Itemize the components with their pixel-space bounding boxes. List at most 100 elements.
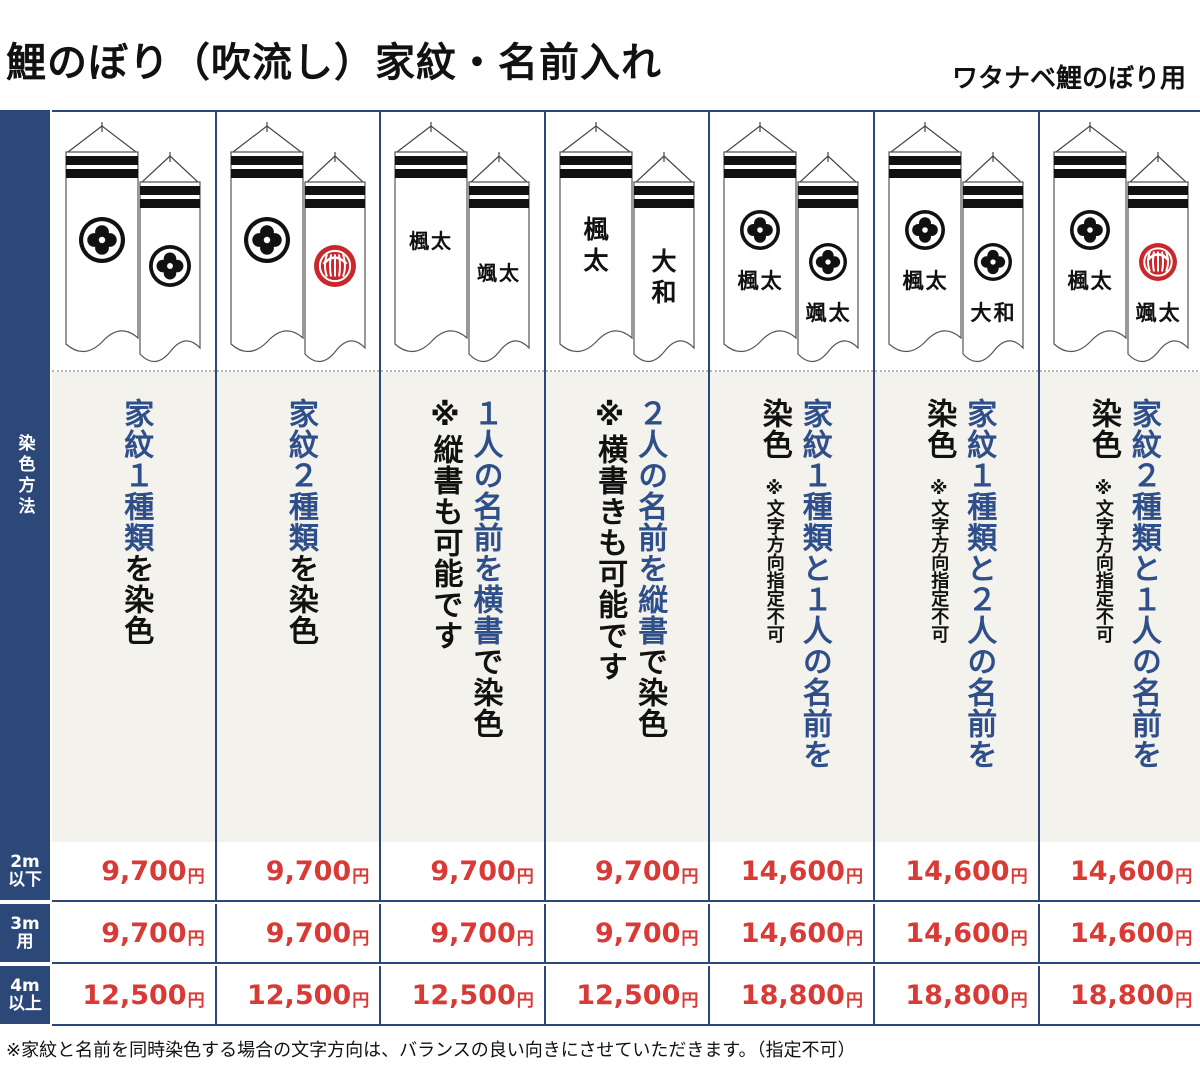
left-banner — [723, 122, 797, 353]
description-line-2: ※横書きも可能です — [591, 398, 627, 682]
svg-text:楓: 楓 — [1067, 268, 1089, 293]
price-cell: 18,800 円 — [875, 966, 1040, 1026]
left-name: 楓太 — [1067, 268, 1112, 293]
currency-unit: 円 — [845, 866, 863, 887]
left-name: 楓太 — [583, 215, 609, 275]
size-value: 2m — [10, 852, 40, 872]
description-segment: １人の名前を横書 — [467, 398, 503, 646]
currency-unit: 円 — [681, 990, 699, 1011]
description-segment: 染色 — [921, 398, 957, 460]
svg-text:太: 太 — [829, 300, 851, 325]
currency-unit: 円 — [187, 866, 205, 887]
price-cell: 18,800 円 — [1039, 966, 1200, 1026]
price-cell: 9,700 円 — [52, 904, 217, 964]
currency-unit: 円 — [187, 990, 205, 1011]
svg-text:楓: 楓 — [902, 268, 924, 293]
description-segment: ※横書きも可能です — [592, 398, 628, 682]
price-cell: 12,500 円 — [52, 966, 217, 1026]
size-value: 3m — [10, 914, 40, 934]
kamon-icon — [148, 244, 191, 287]
size-qualifier: 以下 — [8, 870, 42, 890]
kamon-icon — [78, 217, 125, 263]
price-value: 9,700 — [101, 855, 187, 887]
method-description: １人の名前を横書で染色 ※縦書も可能です — [381, 372, 544, 844]
svg-text:太: 太 — [761, 268, 783, 293]
option-column-1: 家紋１種類を染色 — [52, 110, 217, 844]
description-segment: 家紋１種類 — [118, 398, 154, 553]
svg-text:颯: 颯 — [1135, 300, 1156, 325]
size-qualifier: 用 — [16, 932, 34, 952]
price-value: 9,700 — [430, 855, 516, 887]
price-cell: 14,600 円 — [875, 904, 1040, 964]
currency-unit: 円 — [1010, 928, 1028, 949]
currency-unit: 円 — [681, 928, 699, 949]
price-cell: 9,700 円 — [52, 842, 217, 902]
right-name: 大和 — [970, 300, 1014, 325]
kamon-icon — [1138, 242, 1177, 281]
right-banner — [633, 152, 695, 363]
price-cell: 9,700 円 — [545, 904, 711, 964]
option-column-3: 楓太颯太 １人の名前を横書で染色 ※縦書も可能です — [381, 110, 546, 844]
right-name: 颯太 — [806, 300, 851, 325]
banner-illustration: 楓太颯太 — [1039, 112, 1200, 372]
price-value: 18,800 — [740, 979, 845, 1011]
footnote: ※家紋と名前を同時染色する場合の文字方向は、バランスの良い向きにさせていただきま… — [6, 1040, 856, 1061]
price-cell: 18,800 円 — [710, 966, 875, 1026]
description-line-1: 家紋１種類を染色 — [117, 398, 153, 646]
option-column-4: 楓太大和 ２人の名前を縦書で染色 ※横書きも可能です — [545, 110, 711, 844]
size-value: 4m — [10, 976, 40, 996]
description-segment: 家紋２種類 — [282, 398, 318, 553]
description-segment: ※文字方向指定不可 — [1092, 460, 1114, 643]
price-value: 9,700 — [594, 855, 681, 887]
description-line-1: 家紋１種類と１人の名前を — [796, 398, 832, 770]
price-cell: 9,700 円 — [381, 904, 546, 964]
size-label: 3m 用 — [0, 904, 50, 964]
price-cell: 12,500 円 — [381, 966, 546, 1026]
banner-illustration: 楓太颯太 — [381, 112, 544, 372]
right-name: 颯太 — [1135, 300, 1180, 325]
left-banner — [559, 122, 633, 353]
kamon-icon — [740, 210, 781, 250]
currency-unit: 円 — [352, 866, 370, 887]
kamon-icon — [243, 217, 290, 263]
price-cell: 14,600 円 — [710, 842, 875, 902]
price-cell: 9,700 円 — [545, 842, 711, 902]
kamon-icon — [904, 210, 945, 250]
method-description: 家紋１種類と１人の名前を 染色 ※文字方向指定不可 — [710, 372, 873, 844]
option-column-7: 楓太颯太家紋２種類と１人の名前を 染色 ※文字方向指定不可 — [1039, 110, 1200, 844]
currency-unit: 円 — [1175, 866, 1193, 887]
banner-illustration: 楓太大和 — [875, 112, 1038, 372]
option-column-6: 楓太大和家紋１種類と２人の名前を 染色 ※文字方向指定不可 — [875, 110, 1040, 844]
price-value: 14,600 — [1069, 855, 1175, 887]
price-value: 18,800 — [1069, 979, 1175, 1011]
price-cell: 14,600 円 — [1039, 842, 1200, 902]
description-segment: を染色 — [282, 553, 318, 646]
currency-unit: 円 — [845, 990, 863, 1011]
svg-text:太: 太 — [583, 246, 609, 275]
size-label: 4m 以上 — [0, 966, 50, 1026]
price-value: 14,600 — [905, 917, 1010, 949]
price-value: 14,600 — [740, 855, 845, 887]
price-cell: 9,700 円 — [216, 904, 382, 964]
description-line-1: 家紋２種類と１人の名前を — [1125, 398, 1161, 770]
description-segment: で染色 — [632, 646, 668, 739]
svg-text:和: 和 — [994, 300, 1015, 325]
price-value: 18,800 — [905, 979, 1010, 1011]
kamon-icon — [313, 244, 356, 287]
currency-unit: 円 — [187, 928, 205, 949]
price-value: 9,700 — [101, 917, 187, 949]
description-line-1: ２人の名前を縦書で染色 — [631, 398, 667, 739]
price-value: 9,700 — [265, 855, 352, 887]
svg-text:和: 和 — [651, 278, 676, 307]
price-value: 12,500 — [246, 979, 352, 1011]
size-qualifier: 以上 — [8, 994, 42, 1014]
description-segment: ※文字方向指定不可 — [763, 460, 785, 643]
description-segment: 家紋１種類と２人の名前を — [961, 398, 997, 770]
svg-text:楓: 楓 — [583, 215, 609, 244]
currency-unit: 円 — [516, 990, 534, 1011]
right-name: 颯太 — [477, 261, 520, 285]
description-line-1: 家紋２種類を染色 — [282, 398, 318, 646]
left-name: 楓太 — [738, 268, 783, 293]
left-banner — [394, 122, 468, 353]
svg-text:大: 大 — [651, 247, 676, 276]
